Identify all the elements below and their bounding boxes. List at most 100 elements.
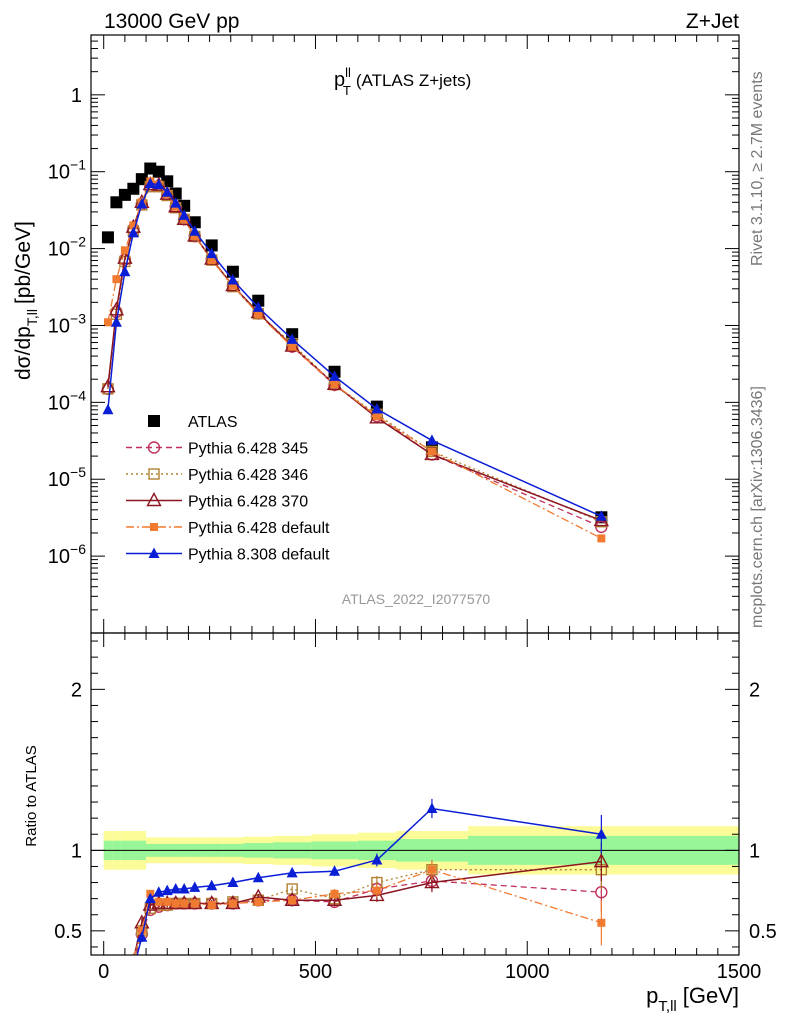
main-series-line: [107, 185, 602, 523]
y-tick-label: 10−6: [48, 541, 86, 568]
y-tick-exponent: −1: [70, 157, 86, 173]
ratio-y-tick-label-right: 2: [749, 679, 760, 701]
main-data-point: [144, 177, 156, 189]
x-tick-label: 500: [299, 961, 332, 983]
main-data-point: [227, 274, 239, 285]
main-data-point: [102, 403, 114, 415]
legend-marker: [150, 523, 158, 531]
ratio-data-point: [595, 828, 607, 839]
main-data-point: [170, 197, 182, 208]
legend-label: Pythia 6.428 345: [188, 441, 308, 458]
main-data-point: [103, 318, 112, 327]
main-data-point: [252, 301, 264, 312]
main-series-line: [107, 180, 602, 539]
main-data-point: [228, 281, 237, 290]
main-series-1: [101, 179, 608, 534]
ratio-data-point: [371, 854, 383, 865]
y-tick-exponent: −6: [70, 541, 86, 557]
main-data-point: [120, 246, 129, 255]
main-data-point: [110, 316, 122, 327]
ratio-data-point: [136, 931, 148, 942]
x-label-unit: [GeV]: [683, 983, 739, 1008]
main-data-point: [427, 447, 436, 456]
y-tick-label: 10−1: [48, 157, 86, 184]
ratio-data-point: [137, 926, 146, 935]
main-series-4: [103, 177, 606, 543]
ratio-data-point: [252, 871, 264, 883]
main-data-point: [426, 434, 438, 445]
legend-marker: [148, 547, 160, 558]
y-tick-base: 10: [48, 546, 70, 568]
ratio-data-point: [206, 879, 218, 891]
title-rest: (ATLAS Z+jets): [356, 71, 471, 90]
energy-label: 13000 GeV pp: [104, 10, 239, 33]
ratio-data-point: [153, 886, 165, 897]
main-data-point: [100, 378, 116, 393]
ratio-data-point: [288, 896, 297, 905]
legend-marker: [148, 415, 160, 427]
ratio-data-point: [154, 897, 163, 906]
ratio-data-point: [189, 881, 201, 892]
ratio-data-point: [286, 866, 298, 878]
title-superscript: ll: [345, 65, 351, 80]
ratio-y-tick-label-right: 0.5: [749, 921, 777, 943]
ratio-data-point: [329, 865, 341, 876]
analysis-id: ATLAS_2022_I2077570: [342, 591, 491, 607]
main-series-0: [101, 162, 608, 524]
main-data-point: [129, 221, 138, 230]
ratio-data-point: [330, 889, 339, 898]
ratio-data-point: [326, 891, 343, 906]
ratio-data-point: [170, 882, 182, 894]
y-tick-base: 10: [48, 469, 70, 491]
ratio-axis-ticks: 0.5 0.5 1 1 2 2 0 500 1000 1500: [54, 633, 777, 983]
ratio-data-point: [171, 899, 180, 908]
x-tick-label: 1000: [505, 961, 550, 983]
rivet-version-label: Rivet 3.1.10, ≥ 2.7M events: [749, 71, 766, 266]
main-y-axis-label: dσ/dpT,ll [pb/GeV]: [12, 221, 40, 380]
ratio-series-3: [132, 860, 606, 955]
legend-entry: Pythia 6.428 370: [126, 492, 308, 511]
main-data-point: [372, 412, 381, 421]
ratio-y-tick-label-right: 1: [749, 840, 760, 862]
ratio-data-point: [227, 876, 239, 888]
x-label-base: p: [646, 983, 658, 1008]
ratio-data-point: [593, 853, 610, 868]
ratio-series-line: [134, 869, 602, 955]
ratio-series-4: [136, 798, 607, 955]
main-data-point: [188, 216, 201, 229]
ratio-y-axis-label: Ratio to ATLAS: [23, 745, 40, 846]
ratio-data-point: [144, 892, 156, 904]
main-data-point: [101, 231, 114, 244]
main-data-point: [178, 209, 190, 220]
main-data-point: [286, 333, 298, 344]
y-tick-exponent: −2: [70, 234, 86, 250]
y-tick-base: 10: [48, 239, 70, 261]
x-label-subscript: T,ll: [658, 998, 676, 1015]
legend-entry: Pythia 8.308 default: [126, 547, 330, 564]
main-data-point: [329, 370, 341, 381]
main-data-point: [330, 380, 339, 389]
legend-label: Pythia 8.308 default: [188, 547, 330, 564]
main-data-point: [119, 265, 131, 277]
main-data-point: [207, 256, 216, 265]
ratio-data-point: [142, 896, 158, 911]
ratio-y-tick-label-left: 2: [71, 679, 82, 701]
legend-entry: Pythia 6.428 345: [126, 441, 308, 458]
y-tick-base: 10: [48, 315, 70, 337]
ratio-data-point: [190, 899, 199, 908]
main-data-point: [153, 178, 165, 190]
main-data-point: [595, 510, 607, 521]
ratio-y-tick-label-left: 0.5: [54, 921, 82, 943]
ratio-data-point: [180, 899, 189, 908]
main-data-point: [152, 165, 165, 178]
legend-marker: [146, 492, 162, 507]
y-tick-base: 10: [48, 162, 70, 184]
ratio-data-point: [161, 884, 173, 896]
main-plot-title: pll T (ATLAS Z+jets): [334, 65, 471, 98]
mcplots-credit-label: mcplots.cern.ch [arXiv:1306.3436]: [749, 386, 766, 628]
ratio-data-point: [597, 918, 606, 927]
y-label-unit: [pb/GeV]: [12, 221, 35, 304]
y-tick-exponent: −5: [70, 464, 86, 480]
main-data-point: [189, 225, 201, 236]
main-data-point: [112, 275, 121, 284]
